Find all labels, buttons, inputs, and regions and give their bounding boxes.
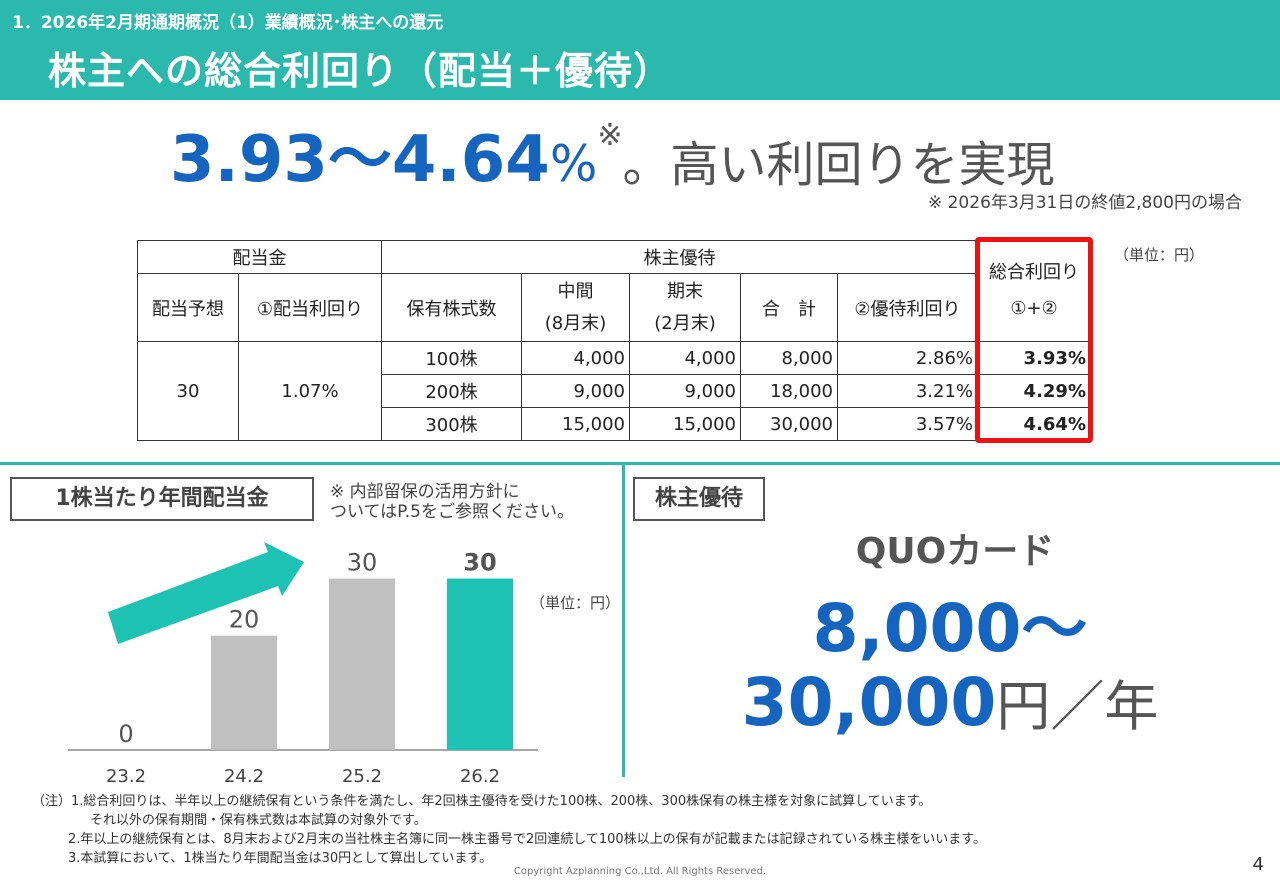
section-divider-vertical — [622, 465, 625, 777]
dividend-bar-chart: 0 23.2 20 24.2 30 25.2 30 26.2 — [68, 542, 538, 787]
interim-cell: 15,000 — [521, 407, 630, 441]
closing-price-note: ※ 2026年3月31日の終値2,800円の場合 — [927, 193, 1242, 213]
page-number: 4 — [1252, 854, 1264, 875]
headline-text: 。高い利回りを実現 — [622, 137, 1055, 193]
value-label-25.2: 30 — [347, 549, 378, 577]
value-label-26.2: 30 — [463, 549, 496, 577]
dividend-forecast: 30 — [137, 341, 239, 441]
total-yield-highlight — [975, 237, 1093, 443]
header-total-yield-label: 総合利回り — [989, 262, 1079, 283]
section-divider-horizontal — [0, 462, 1280, 465]
header-year-end-month: (2月末) — [654, 312, 716, 334]
year-end-cell: 15,000 — [629, 407, 741, 441]
bar-25.2 — [329, 578, 395, 750]
value-label-24.2: 20 — [229, 606, 260, 634]
dividend-yield: 1.07% — [238, 341, 382, 441]
header-total-yield-formula: ①+② — [1010, 298, 1058, 319]
shares-cell: 300株 — [381, 407, 522, 441]
bar-26.2 — [447, 578, 513, 750]
dividend-section-label: 1株当たり年間配当金 — [10, 477, 314, 521]
interim-cell: 9,000 — [521, 374, 630, 408]
quo-amount-unit: 円／年 — [996, 675, 1159, 738]
yield-note-mark: ※ — [597, 118, 623, 153]
table-unit: （単位：円） — [1114, 246, 1205, 264]
total-yield-cell: 4.64% — [977, 407, 1091, 441]
header-dividend: 配当金 — [137, 240, 382, 274]
sum-cell: 30,000 — [740, 407, 838, 441]
header-shares: 保有株式数 — [381, 273, 522, 342]
retained-earnings-note-line1: ※ 内部留保の活用方針に — [330, 482, 520, 502]
benefit-yield-cell: 3.21% — [837, 374, 978, 408]
header-dividend-yield: ①配当利回り — [238, 273, 382, 342]
quo-card-title: QUOカード — [855, 531, 1055, 572]
benefit-section-label: 株主優待 — [633, 477, 765, 521]
year-end-cell: 9,000 — [629, 374, 741, 408]
tick-label-26.2: 26.2 — [460, 766, 500, 787]
tick-label-25.2: 25.2 — [342, 766, 382, 787]
footnote-1: （注）1.総合利回りは、半年以上の継続保有という条件を満たし、年2回株主優待を受… — [32, 794, 932, 809]
quo-amount-max-line: 30,000円／年 — [630, 666, 1270, 744]
header-sum: 合 計 — [740, 273, 838, 342]
total-yield-cell: 3.93% — [977, 341, 1091, 375]
table-row: 200株 9,000 9,000 18,000 3.21% 4.29% — [138, 374, 1091, 408]
header-forecast: 配当予想 — [137, 273, 239, 342]
header-benefit: 株主優待 — [381, 240, 978, 274]
sum-cell: 8,000 — [740, 341, 838, 375]
benefit-yield-cell: 2.86% — [837, 341, 978, 375]
yield-percent-sign: % — [549, 135, 598, 193]
retained-earnings-note-line2: ついてはP.5をご参照ください。 — [330, 502, 574, 522]
header-benefit-yield: ②優待利回り — [837, 273, 978, 342]
sum-cell: 18,000 — [740, 374, 838, 408]
interim-cell: 4,000 — [521, 341, 630, 375]
yield-table: 配当金 株主優待 総合利回り ①+② 配当予想 ①配当利回り 保有株式数 中間 … — [137, 240, 1091, 441]
yield-range: 3.93～4.64 — [170, 123, 550, 197]
tick-label-23.2: 23.2 — [106, 766, 146, 787]
value-label-23.2: 0 — [118, 720, 133, 748]
headline: 3.93～4.64%※。高い利回りを実現 — [170, 108, 1054, 200]
footnote-1-cont: それ以外の保有期間・保有株式数は本試算の対象外です。 — [90, 813, 427, 828]
table-row: 30 1.07% 100株 4,000 4,000 8,000 2.86% 3.… — [137, 341, 1091, 441]
benefit-yield-cell: 3.57% — [837, 407, 978, 441]
table-row: 300株 15,000 15,000 30,000 3.57% 4.64% — [138, 407, 1091, 441]
quo-card-amount: 8,000～ 30,000円／年 — [630, 592, 1270, 744]
quo-amount-max: 30,000 — [741, 664, 997, 741]
growth-arrow-icon — [108, 542, 304, 644]
year-end-cell: 4,000 — [629, 341, 741, 375]
shares-cell: 200株 — [381, 374, 522, 408]
tick-label-24.2: 24.2 — [224, 766, 264, 787]
section-subtitle: 1．2026年2月期通期概況（1）業績概況･株主への還元 — [12, 13, 444, 33]
header-interim: 中間 (8月末) — [521, 273, 630, 342]
header-interim-month: (8月末) — [544, 312, 607, 334]
header-year-end-label: 期末 — [667, 280, 703, 302]
retained-earnings-note: ※ 内部留保の活用方針に ついてはP.5をご参照ください。 — [330, 482, 574, 522]
footnotes: （注）1.総合利回りは、半年以上の継続保有という条件を満たし、年2回株主優待を受… — [32, 792, 986, 868]
header-interim-label: 中間 — [557, 280, 594, 302]
footnote-3: 3.本試算において、1株当たり年間配当金は30円として算出しています。 — [68, 851, 493, 866]
bar-24.2 — [211, 635, 277, 750]
header-total-yield: 総合利回り ①+② — [977, 240, 1091, 342]
header-year-end: 期末 (2月末) — [629, 273, 741, 342]
shares-cell: 100株 — [381, 341, 522, 375]
footnote-2: 2.年以上の継続保有とは、8月末および2月末の当社株主名簿に同一株主番号で2回連… — [68, 832, 986, 847]
quo-amount-min: 8,000～ — [812, 590, 1088, 667]
copyright: Copyright Azplanning Co.,Ltd. All Rights… — [513, 866, 767, 877]
slide-title: 株主への総合利回り（配当＋優待） — [48, 49, 673, 93]
chart-unit: （単位：円） — [530, 594, 621, 612]
slide-header: 1．2026年2月期通期概況（1）業績概況･株主への還元 株主への総合利回り（配… — [0, 0, 1280, 100]
